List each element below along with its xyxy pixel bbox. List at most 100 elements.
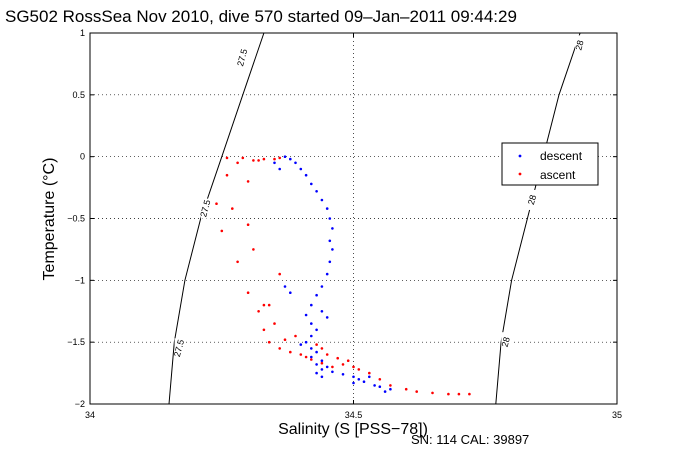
descent-point-36 bbox=[357, 378, 361, 381]
ascent-point-12 bbox=[267, 340, 271, 344]
descent-point-23 bbox=[299, 343, 303, 346]
descent-point-47 bbox=[283, 285, 287, 288]
descent-point-2 bbox=[294, 161, 297, 165]
density-contour-0 bbox=[168, 32, 265, 405]
contour-label-0-0: 27.5 bbox=[172, 338, 186, 358]
descent-point-12 bbox=[331, 248, 334, 251]
ascent-point-6 bbox=[231, 207, 234, 210]
descent-point-19 bbox=[310, 322, 313, 325]
ascent-point-11 bbox=[262, 328, 266, 332]
descent-point-27 bbox=[320, 359, 324, 363]
ascent-point-28 bbox=[447, 392, 450, 396]
ascent-point-46 bbox=[252, 248, 255, 251]
ascent-point-5 bbox=[246, 180, 250, 183]
x-tick-label-0: 34 bbox=[85, 410, 95, 420]
legend-box bbox=[501, 142, 599, 186]
descent-point-16 bbox=[315, 293, 318, 297]
legend-descent-marker bbox=[518, 154, 522, 158]
x-tick-label-2: 35 bbox=[612, 410, 622, 420]
descent-point-32 bbox=[320, 375, 324, 379]
descent-point-3 bbox=[299, 167, 303, 171]
ascent-point-26 bbox=[415, 390, 419, 393]
ascent-point-23 bbox=[378, 378, 382, 381]
descent-point-5 bbox=[310, 182, 313, 186]
x-axis-ticks: 34 34.5 35 bbox=[85, 33, 622, 420]
y-axis-ticks: −2 −1.5 −1 −0.5 0 0.5 1 bbox=[67, 28, 617, 409]
ascent-point-47 bbox=[262, 303, 266, 307]
descent-point-39 bbox=[373, 384, 376, 387]
ascent-point-25 bbox=[404, 387, 408, 391]
descent-point-40 bbox=[368, 375, 371, 379]
contour-label-bg-0-2 bbox=[237, 47, 248, 68]
descent-point-18 bbox=[304, 313, 308, 317]
y-tick-label-5: 0.5 bbox=[72, 90, 85, 100]
ascent-point-4 bbox=[278, 156, 282, 160]
descent-point-4 bbox=[304, 173, 308, 177]
legend-descent-label: descent bbox=[540, 149, 583, 163]
descent-point-34 bbox=[341, 373, 345, 376]
y-tick-label-1: −1.5 bbox=[67, 337, 85, 347]
descent-point-31 bbox=[315, 371, 318, 375]
descent-point-6 bbox=[315, 190, 318, 193]
ascent-point-32 bbox=[315, 343, 318, 346]
descent-point-22 bbox=[304, 340, 308, 344]
ascent-point-35 bbox=[346, 359, 350, 363]
ascent-point-2 bbox=[262, 157, 266, 161]
descent-point-37 bbox=[352, 381, 355, 385]
descent-point-41 bbox=[378, 385, 382, 389]
descent-point-14 bbox=[325, 272, 329, 276]
descent-point-24 bbox=[310, 347, 313, 350]
ascent-point-17 bbox=[320, 361, 324, 365]
descent-point-30 bbox=[320, 368, 324, 371]
y-tick-label-4: 0 bbox=[80, 152, 85, 162]
chart-title: SG502 RossSea Nov 2010, dive 570 started… bbox=[5, 7, 517, 26]
ascent-point-22 bbox=[368, 371, 371, 375]
serial-cal-footer: SN: 114 CAL: 39897 bbox=[411, 432, 529, 447]
ascent-point-15 bbox=[299, 353, 303, 356]
ascent-point-7 bbox=[220, 229, 224, 233]
contour-label-1-0: 28 bbox=[500, 336, 512, 348]
descent-point-20 bbox=[315, 328, 318, 332]
descent-point-38 bbox=[362, 380, 366, 384]
descent-point-25 bbox=[315, 350, 318, 354]
ascent-point-39 bbox=[304, 355, 308, 359]
x-tick-label-1: 34.5 bbox=[345, 410, 363, 420]
contour-label-0-1: 27.5 bbox=[198, 199, 212, 219]
ascent-point-13 bbox=[278, 347, 282, 350]
descent-point-10 bbox=[331, 227, 334, 230]
density-contours: 27.5 27.5 27.5 28 28 28 bbox=[168, 32, 586, 405]
descent-point-44 bbox=[325, 316, 329, 319]
contour-label-0-2: 27.5 bbox=[235, 48, 249, 68]
ascent-point-27 bbox=[431, 391, 434, 395]
y-tick-label-3: −0.5 bbox=[67, 214, 85, 224]
ascent-point-42 bbox=[241, 156, 245, 160]
descent-point-35 bbox=[352, 375, 355, 379]
legend: descent ascent bbox=[501, 142, 599, 186]
descent-point-33 bbox=[331, 370, 334, 374]
descent-point-21 bbox=[310, 334, 313, 338]
ascent-point-45 bbox=[246, 223, 250, 226]
descent-point-8 bbox=[325, 207, 329, 210]
ascent-point-16 bbox=[310, 358, 313, 361]
ascent-point-20 bbox=[352, 365, 355, 369]
descent-point-42 bbox=[389, 387, 392, 391]
ascent-point-43 bbox=[225, 173, 229, 177]
ascent-point-1 bbox=[252, 159, 255, 162]
contour-label-bg-0-0 bbox=[174, 338, 185, 359]
contour-label-1-2: 28 bbox=[573, 39, 585, 51]
ascent-point-49 bbox=[283, 338, 287, 342]
ascent-point-48 bbox=[273, 322, 276, 325]
legend-ascent-label: ascent bbox=[540, 168, 576, 182]
ascent-point-41 bbox=[225, 156, 229, 160]
ascent-point-44 bbox=[215, 202, 218, 205]
y-tick-label-2: −1 bbox=[75, 275, 85, 285]
descent-point-48 bbox=[278, 167, 282, 171]
plot-area bbox=[89, 32, 618, 405]
ascent-point-10 bbox=[257, 310, 260, 313]
ascent-point-18 bbox=[331, 365, 334, 369]
descent-point-13 bbox=[328, 260, 332, 264]
y-tick-label-6: 1 bbox=[80, 28, 85, 38]
ascent-point-21 bbox=[357, 368, 361, 371]
descent-point-46 bbox=[289, 291, 292, 295]
